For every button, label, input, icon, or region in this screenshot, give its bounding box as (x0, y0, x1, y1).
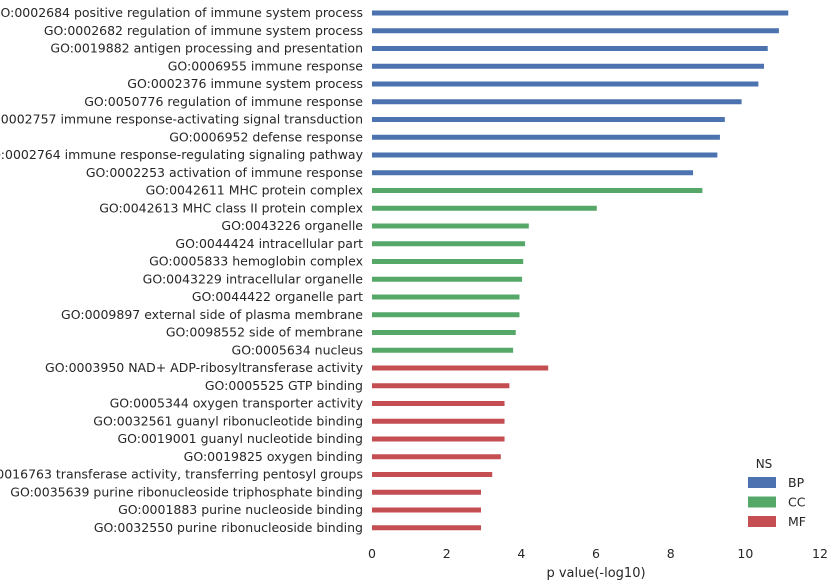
category-label: GO:0019825 oxygen binding (184, 449, 363, 464)
bar-bp (372, 10, 789, 16)
category-label: GO:0009897 external side of plasma membr… (61, 307, 363, 322)
category-label: GO:0044422 organelle part (192, 289, 363, 304)
bar-cc (372, 205, 597, 211)
x-tick-label: 0 (368, 546, 376, 561)
bar-bp (372, 28, 779, 34)
x-axis-title: p value(-log10) (546, 566, 645, 581)
category-label: GO:0002684 positive regulation of immune… (0, 5, 363, 20)
x-tick-label: 8 (667, 546, 675, 561)
category-label: GO:0032550 purine ribonucleoside binding (94, 520, 363, 535)
category-label: GO:0002376 immune system process (127, 76, 363, 91)
category-label: GO:0005833 hemoglobin complex (149, 254, 363, 269)
category-label: GO:0002682 regulation of immune system p… (44, 23, 363, 38)
bar-mf (372, 365, 549, 371)
legend-items-group: BP CC MF (748, 475, 806, 529)
legend-title: NS (756, 457, 773, 471)
x-tick-label: 4 (517, 546, 525, 561)
category-label: GO:0043229 intracellular organelle (143, 271, 364, 286)
legend-swatch-mf (748, 516, 776, 527)
category-label: GO:0043226 organelle (221, 218, 363, 233)
legend-label-bp: BP (788, 475, 805, 490)
bar-mf (372, 507, 482, 513)
bar-cc (372, 312, 520, 318)
category-label: GO:0042611 MHC protein complex (146, 183, 363, 198)
category-labels-group: GO:0002684 positive regulation of immune… (0, 5, 364, 535)
legend: NS BP CC MF (748, 457, 806, 529)
category-label: GO:0005525 GTP binding (205, 378, 363, 393)
category-label: GO:0050776 regulation of immune response (84, 94, 363, 109)
bar-mf (372, 383, 510, 389)
x-tick-label: 12 (812, 546, 828, 561)
x-axis-ticks-group: 0 2 4 6 8 10 12 (368, 546, 828, 561)
bar-cc (372, 188, 703, 193)
category-label: GO:0002764 immune response-regulating si… (0, 147, 364, 162)
category-label: GO:0035639 purine ribonucleoside triphos… (10, 484, 363, 499)
bar-bp (372, 134, 720, 140)
bar-bp (372, 117, 725, 122)
bar-cc (372, 241, 526, 247)
category-label: GO:0005344 oxygen transporter activity (110, 396, 364, 411)
bar-mf (372, 472, 493, 477)
bar-bp (372, 152, 718, 158)
bar-bp (372, 63, 764, 69)
category-label: GO:0044424 intracellular part (175, 236, 363, 251)
category-label: GO:0001883 purine nucleoside binding (118, 502, 363, 517)
category-label: GO:0019001 guanyl nucleotide binding (117, 431, 363, 446)
category-label: GO:0042613 MHC class II protein complex (99, 200, 363, 215)
bar-mf (372, 489, 482, 495)
legend-swatch-bp (748, 477, 776, 488)
category-label: GO:0098552 side of membrane (166, 325, 363, 340)
bar-bp (372, 99, 742, 105)
bars-group (372, 10, 789, 531)
category-label: GO:0002757 immune response-activating si… (0, 112, 363, 127)
category-label: GO:0002253 activation of immune response (86, 165, 363, 180)
bar-mf (372, 401, 505, 406)
bar-cc (372, 259, 524, 264)
bar-mf (372, 418, 505, 424)
bar-mf (372, 454, 501, 460)
legend-label-mf: MF (788, 514, 806, 529)
legend-label-cc: CC (788, 495, 806, 510)
bar-mf (372, 436, 505, 442)
x-tick-label: 2 (443, 546, 451, 561)
bar-bp (372, 81, 759, 87)
category-label: GO:0032561 guanyl ribonucleotide binding (93, 413, 363, 428)
bar-cc (372, 223, 529, 229)
bar-bp (372, 46, 768, 51)
category-label: GO:0019882 antigen processing and presen… (50, 41, 363, 56)
category-label: GO:0003950 NAD+ ADP-ribosyltransferase a… (45, 360, 364, 375)
x-tick-label: 10 (737, 546, 753, 561)
bar-mf (372, 525, 482, 531)
bar-cc (372, 347, 514, 353)
bar-cc (372, 276, 523, 282)
category-label: GO:0005634 nucleus (232, 342, 363, 357)
legend-swatch-cc (748, 496, 776, 508)
category-label: GO:0006955 immune response (168, 58, 364, 73)
bar-bp (372, 170, 694, 176)
category-label: GO:0006952 defense response (169, 129, 363, 144)
bar-cc (372, 294, 520, 300)
bar-cc (372, 330, 516, 335)
category-label: GO:0016763 transferase activity, transfe… (0, 467, 363, 482)
x-tick-label: 6 (592, 546, 600, 561)
